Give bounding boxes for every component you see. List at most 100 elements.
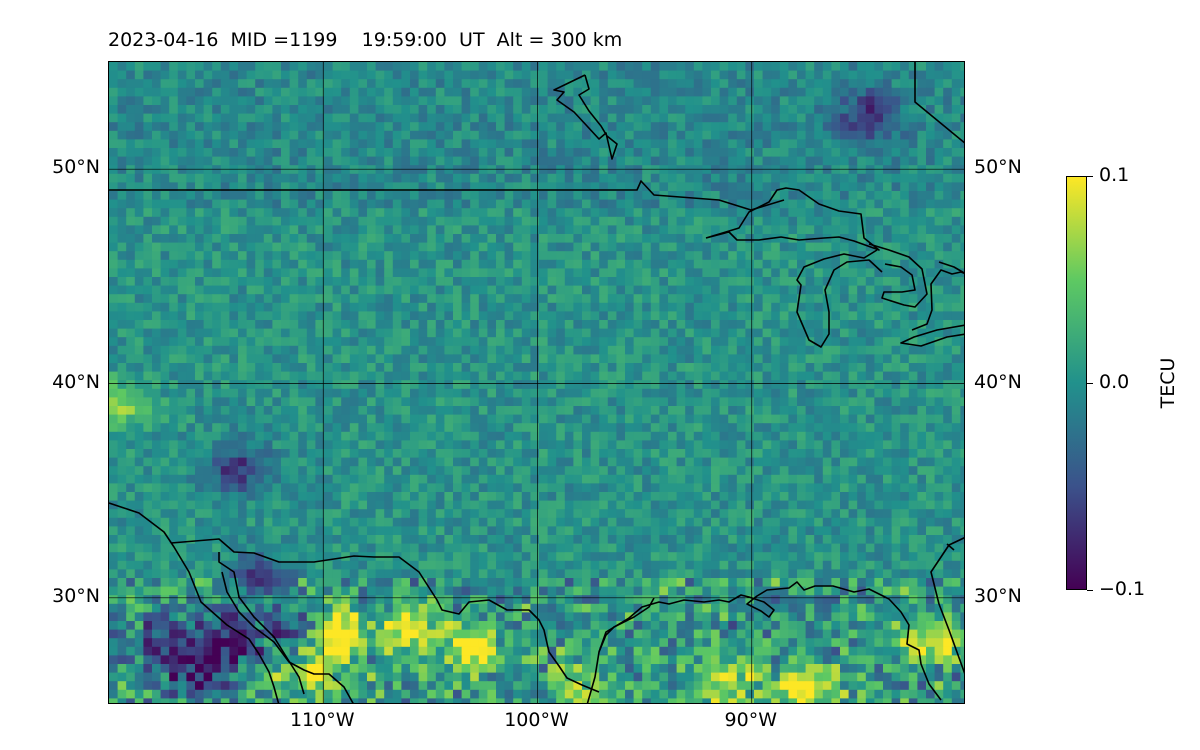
tec-cell — [831, 225, 841, 235]
tec-cell — [212, 105, 222, 115]
tec-cell — [607, 268, 617, 278]
tec-cell — [126, 113, 136, 123]
tec-cell — [573, 406, 583, 416]
tec-cell — [143, 457, 153, 467]
tec-cell — [607, 182, 617, 192]
tec-cell — [367, 328, 377, 338]
tec-cell — [315, 337, 325, 347]
tec-cell — [599, 371, 609, 381]
tec-cell — [960, 251, 964, 261]
tec-cell — [599, 294, 609, 304]
tec-cell — [470, 354, 480, 364]
tec-cell — [590, 354, 600, 364]
tec-cell — [169, 251, 179, 261]
tec-cell — [134, 234, 144, 244]
tec-cell — [461, 337, 471, 347]
tec-cell — [848, 285, 858, 295]
tec-cell — [650, 199, 660, 209]
tec-cell — [513, 311, 523, 321]
tec-cell — [349, 466, 359, 476]
tec-cell — [212, 380, 222, 390]
tec-cell — [263, 96, 273, 106]
tec-cell — [109, 259, 119, 269]
tec-cell — [229, 96, 239, 106]
tec-cell — [676, 148, 686, 158]
tec-cell — [410, 354, 420, 364]
tec-cell — [668, 70, 678, 80]
tec-cell — [220, 130, 230, 140]
tec-cell — [134, 173, 144, 183]
tec-cell — [332, 363, 342, 373]
tec-cell — [633, 328, 643, 338]
tec-cell — [960, 70, 964, 80]
tec-cell — [840, 414, 850, 424]
tec-cell — [728, 208, 738, 218]
tec-cell — [306, 216, 316, 226]
tec-cell — [891, 139, 901, 149]
tec-cell — [711, 165, 721, 175]
tec-cell — [676, 423, 686, 433]
tec-cell — [229, 423, 239, 433]
tec-cell — [324, 87, 334, 97]
tec-cell — [814, 268, 824, 278]
tec-cell — [246, 406, 256, 416]
tec-cell — [272, 277, 282, 287]
tec-cell — [573, 354, 583, 364]
tec-cell — [676, 337, 686, 347]
tec-cell — [444, 216, 454, 226]
tec-cell — [797, 173, 807, 183]
tec-cell — [186, 139, 196, 149]
tec-cell — [754, 397, 764, 407]
tec-cell — [143, 173, 153, 183]
tec-cell — [840, 242, 850, 252]
tec-cell — [401, 285, 411, 295]
tec-cell — [814, 423, 824, 433]
tec-cell — [384, 259, 394, 269]
tec-cell — [573, 79, 583, 89]
tec-cell — [728, 354, 738, 364]
tec-cell — [349, 277, 359, 287]
tec-cell — [444, 122, 454, 132]
tec-cell — [470, 431, 480, 441]
tec-cell — [840, 328, 850, 338]
plot-title: 2023-04-16 MID =1199 19:59:00 UT Alt = 3… — [108, 29, 622, 51]
tec-cell — [177, 148, 187, 158]
tec-cell — [281, 113, 291, 123]
tec-cell — [883, 285, 893, 295]
tec-cell — [195, 440, 205, 450]
tec-cell — [169, 208, 179, 218]
tec-cell — [926, 345, 936, 355]
tec-cell — [349, 251, 359, 261]
tec-cell — [573, 483, 583, 493]
tec-cell — [238, 371, 248, 381]
tec-cell — [306, 70, 316, 80]
tec-cell — [607, 87, 617, 97]
tec-cell — [160, 397, 170, 407]
tec-cell — [582, 148, 592, 158]
tec-cell — [470, 311, 480, 321]
tec-cell — [831, 320, 841, 330]
tec-cell — [840, 62, 850, 72]
tec-cell — [642, 105, 652, 115]
tec-cell — [668, 156, 678, 166]
tec-cell — [616, 302, 626, 312]
tec-cell — [650, 70, 660, 80]
tec-cell — [736, 70, 746, 80]
tec-cell — [427, 182, 437, 192]
tec-cell — [848, 457, 858, 467]
tec-cell — [908, 354, 918, 364]
tec-cell — [547, 483, 557, 493]
tec-cell — [263, 388, 273, 398]
tec-cell — [358, 431, 368, 441]
tec-cell — [702, 182, 712, 192]
tec-cell — [324, 96, 334, 106]
tec-cell — [762, 113, 772, 123]
tec-cell — [341, 328, 351, 338]
tec-cell — [134, 251, 144, 261]
tec-cell — [504, 354, 514, 364]
tec-cell — [504, 371, 514, 381]
tec-cell — [126, 363, 136, 373]
tec-cell — [220, 483, 230, 493]
tec-cell — [590, 397, 600, 407]
tec-cell — [883, 62, 893, 72]
